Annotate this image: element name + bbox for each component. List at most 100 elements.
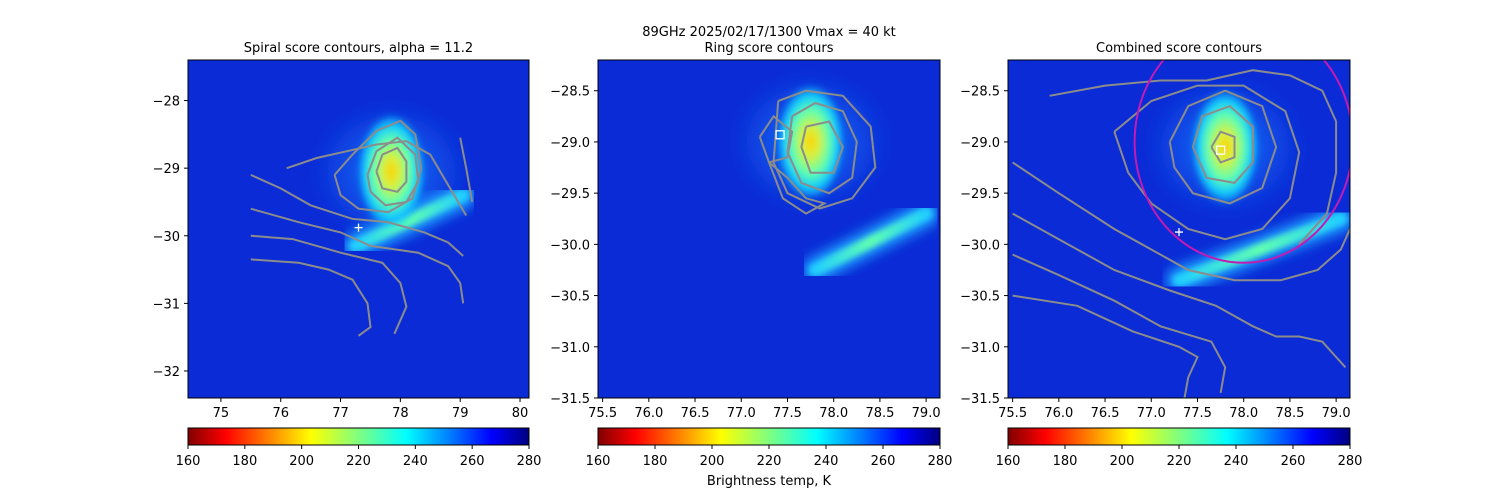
contour-line (286, 140, 468, 217)
x-tick-label: 77.0 (727, 406, 756, 421)
y-tick-label: −32 (153, 365, 180, 380)
y-tick-label: −29.5 (550, 187, 590, 202)
contour-line (1191, 104, 1254, 184)
colorbar-tick-label: 280 (1338, 454, 1363, 469)
colorbar-tick-label: 180 (643, 454, 668, 469)
y-tick-label: −30.0 (960, 238, 1000, 253)
colorbar-tick-label: 260 (1281, 454, 1306, 469)
colorbar-tick-label: 180 (232, 454, 257, 469)
colorbar-tick-label: 260 (871, 454, 896, 469)
panel-title: Ring score contours (704, 41, 833, 56)
x-tick-label: 76 (272, 406, 289, 421)
colorbar-tick-label: 220 (757, 454, 782, 469)
panel-title: Combined score contours (1096, 41, 1262, 56)
ring-circle (1133, 60, 1350, 264)
colorbar-tick-label: 160 (996, 454, 1021, 469)
y-tick-label: −30.5 (550, 290, 590, 305)
center-square-marker (775, 130, 785, 140)
contour-line (250, 173, 464, 257)
contour-line (1012, 161, 1350, 282)
colorbar-tick-label: 200 (289, 454, 314, 469)
colorbar (1007, 427, 1351, 446)
x-tick-label: 78.0 (819, 406, 848, 421)
contour-line (375, 146, 408, 193)
x-tick-label: 78.5 (1275, 406, 1304, 421)
x-tick-label: 77.5 (1183, 406, 1212, 421)
contour-line (1113, 84, 1301, 241)
contour-line (1168, 89, 1278, 205)
x-tick-label: 79.0 (1322, 406, 1351, 421)
axes-frame (187, 59, 530, 399)
colorbar (187, 427, 530, 446)
colorbar-tick-label: 220 (346, 454, 371, 469)
colorbar-tick-label: 200 (1110, 454, 1135, 469)
panels: Spiral score contours, alpha = 11.2 75 76 7… (153, 41, 1363, 469)
y-tick-label: −31.5 (550, 392, 590, 407)
y-tick-label: −31 (153, 297, 180, 312)
x-tick-label: 78.0 (1229, 406, 1258, 421)
contour-line (786, 101, 858, 195)
contour-line (333, 119, 423, 214)
panel-2: Ring score contours 75.5 76.0 76.5 77.0 77.5 7… (550, 41, 952, 469)
y-tick-label: −28.5 (550, 85, 590, 100)
x-tick-label: 78.5 (865, 406, 894, 421)
x-tick-label: 79.0 (912, 406, 941, 421)
contour-line (1012, 212, 1347, 368)
y-tick-label: −28 (153, 95, 180, 110)
contour-line (1049, 69, 1338, 246)
colorbar-tick-label: 180 (1053, 454, 1078, 469)
x-tick-label: 76.0 (634, 406, 663, 421)
y-tick-label: −30 (153, 230, 180, 245)
contour-line (459, 137, 474, 203)
center-plus-marker (354, 223, 363, 232)
plot-area (1008, 60, 1350, 398)
heatmap-core (776, 83, 845, 200)
x-tick-label: 75.5 (998, 406, 1027, 421)
x-tick-label: 76.5 (681, 406, 710, 421)
contour-line (758, 114, 794, 164)
x-tick-label: 80 (512, 406, 529, 421)
axes-frame (1007, 59, 1351, 399)
heatmap-core (357, 113, 426, 230)
x-tick-label: 75.5 (588, 406, 617, 421)
y-tick-label: −29.0 (960, 136, 1000, 151)
center-plus-marker (1175, 228, 1183, 237)
figure-suptitle: 89GHz 2025/02/17/1300 Vmax = 40 kt (642, 25, 896, 40)
x-tick-label: 77 (332, 406, 349, 421)
panel-3: Combined score contours 75.5 76.0 76.5 77.0 7… (960, 41, 1363, 469)
heatmap-band (809, 207, 933, 276)
y-tick-label: −31.0 (960, 341, 1000, 356)
y-tick-label: −30.0 (550, 238, 590, 253)
colorbar-tick-label: 260 (460, 454, 485, 469)
plot-area (598, 60, 940, 398)
contour-line (250, 258, 372, 337)
panel-title: Spiral score contours, alpha = 11.2 (244, 41, 473, 56)
y-tick-label: −31.0 (550, 341, 590, 356)
x-tick-label: 76.5 (1091, 406, 1120, 421)
x-tick-label: 75 (213, 406, 230, 421)
contour-line (1012, 294, 1199, 398)
panel-1: Spiral score contours, alpha = 11.2 75 76 7… (153, 41, 542, 469)
contour-line (800, 120, 844, 174)
contour-line (1210, 130, 1236, 164)
colorbar-tick-label: 280 (928, 454, 953, 469)
contour-line (250, 207, 465, 304)
colorbar-tick-label: 160 (586, 454, 611, 469)
x-tick-label: 77.0 (1137, 406, 1166, 421)
y-tick-label: −29.0 (550, 136, 590, 151)
colorbar-tick-label: 240 (1224, 454, 1249, 469)
contour-line (366, 136, 420, 207)
colorbar-tick-label: 240 (403, 454, 428, 469)
colorbar-tick-label: 240 (814, 454, 839, 469)
colorbar-tick-label: 280 (517, 454, 542, 469)
y-tick-label: −30.5 (960, 290, 1000, 305)
y-tick-label: −29.5 (960, 187, 1000, 202)
center-square-marker (1215, 145, 1226, 155)
x-tick-label: 76.0 (1044, 406, 1073, 421)
colorbar (597, 427, 941, 446)
colorbar-tick-label: 220 (1167, 454, 1192, 469)
axes-frame (597, 59, 941, 399)
plot-area (188, 60, 529, 398)
